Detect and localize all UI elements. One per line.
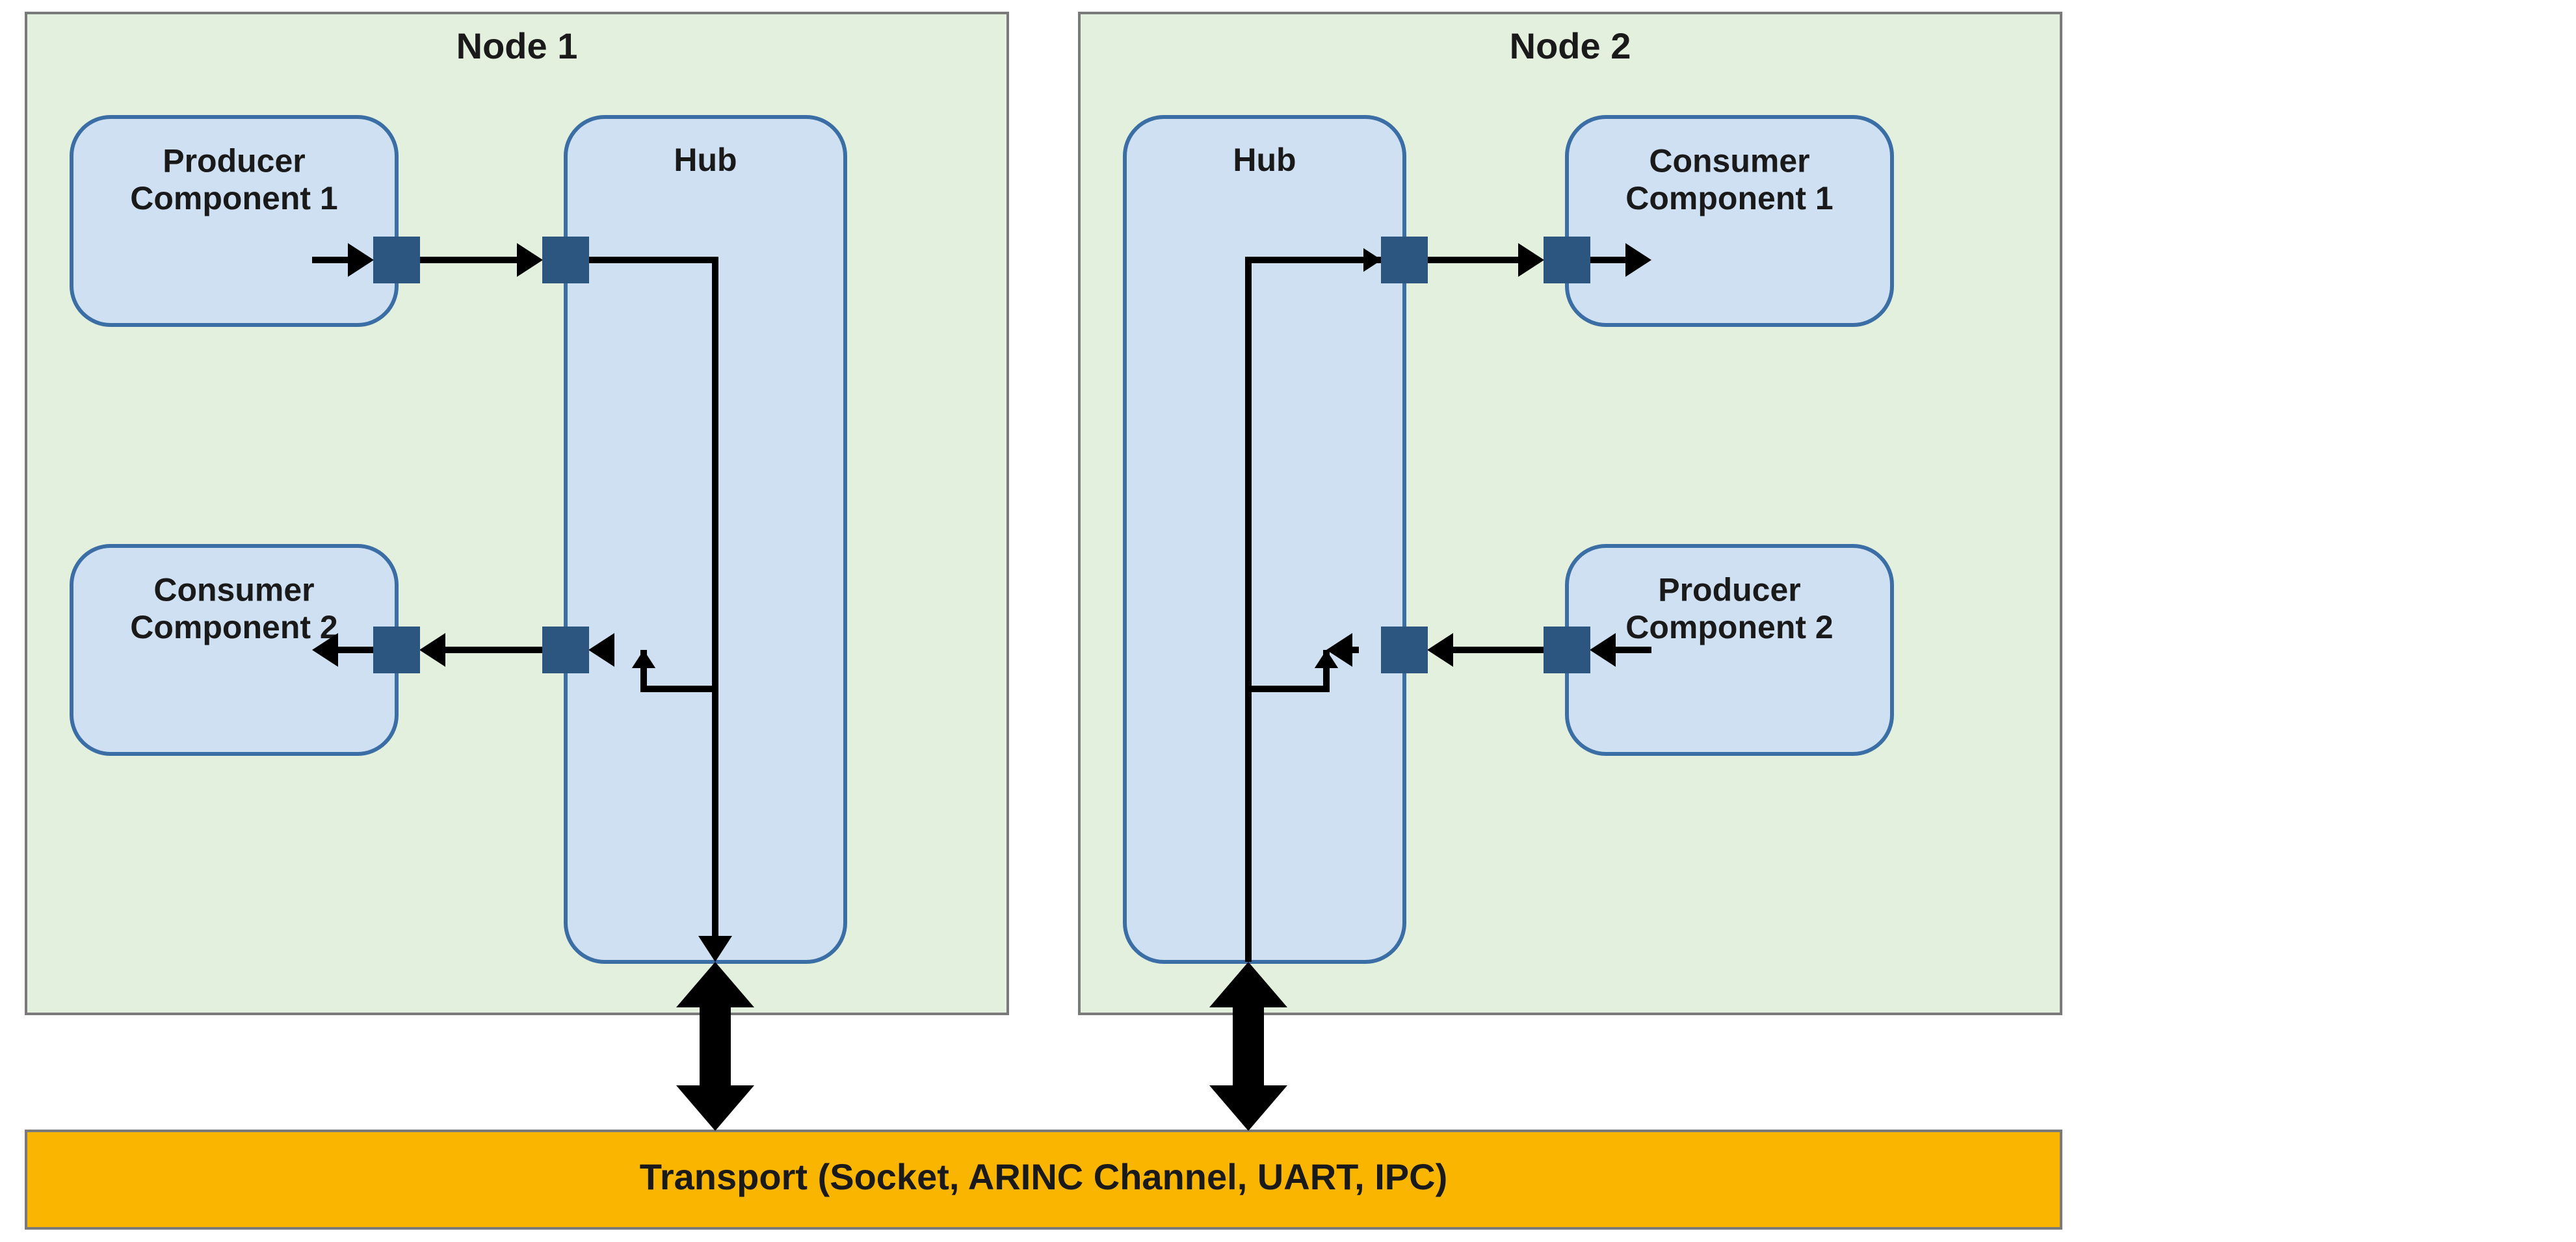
n2_prod2-label: Producer <box>1658 571 1801 608</box>
n1_prod1-label: Producer <box>163 142 306 179</box>
n2_cons1-label: Consumer <box>1649 142 1809 179</box>
n1_cons2-label: Consumer <box>153 571 314 608</box>
n2_p_cons1_in <box>1544 237 1590 283</box>
node1-title: Node 1 <box>456 25 578 66</box>
transport-label: Transport (Socket, ARINC Channel, UART, … <box>640 1156 1448 1197</box>
n2_hub-box <box>1125 117 1404 962</box>
node2: Node 2 Hub ConsumerComponent 1 ProducerComp… <box>1079 13 2061 1014</box>
n2_p_hub_out <box>1382 237 1427 283</box>
n1_p_cons2_in <box>374 627 419 673</box>
node2-title: Node 2 <box>1510 25 1631 66</box>
n2_p_prod2_out <box>1544 627 1590 673</box>
n2_p_hub_in <box>1382 627 1427 673</box>
n2_cons1-label: Component 1 <box>1625 180 1833 216</box>
node1: Node 1 ProducerComponent 1 ConsumerCompone… <box>26 13 1008 1014</box>
n1_p_prod1_out <box>374 237 419 283</box>
n1_hub-label: Hub <box>674 142 737 178</box>
n1_p_hub_out <box>543 627 588 673</box>
n1_cons2-label: Component 2 <box>130 609 337 645</box>
n1_p_hub_in <box>543 237 588 283</box>
n1_prod1-label: Component 1 <box>130 180 337 216</box>
diagram-canvas: Node 1ProducerComponent 1ConsumerCompone… <box>0 0 2576 1242</box>
n1_hub-box <box>566 117 845 962</box>
transport-bar: Transport (Socket, ARINC Channel, UART, … <box>26 1131 2061 1228</box>
n2_hub-label: Hub <box>1233 142 1296 178</box>
n2_prod2-label: Component 2 <box>1625 609 1833 645</box>
